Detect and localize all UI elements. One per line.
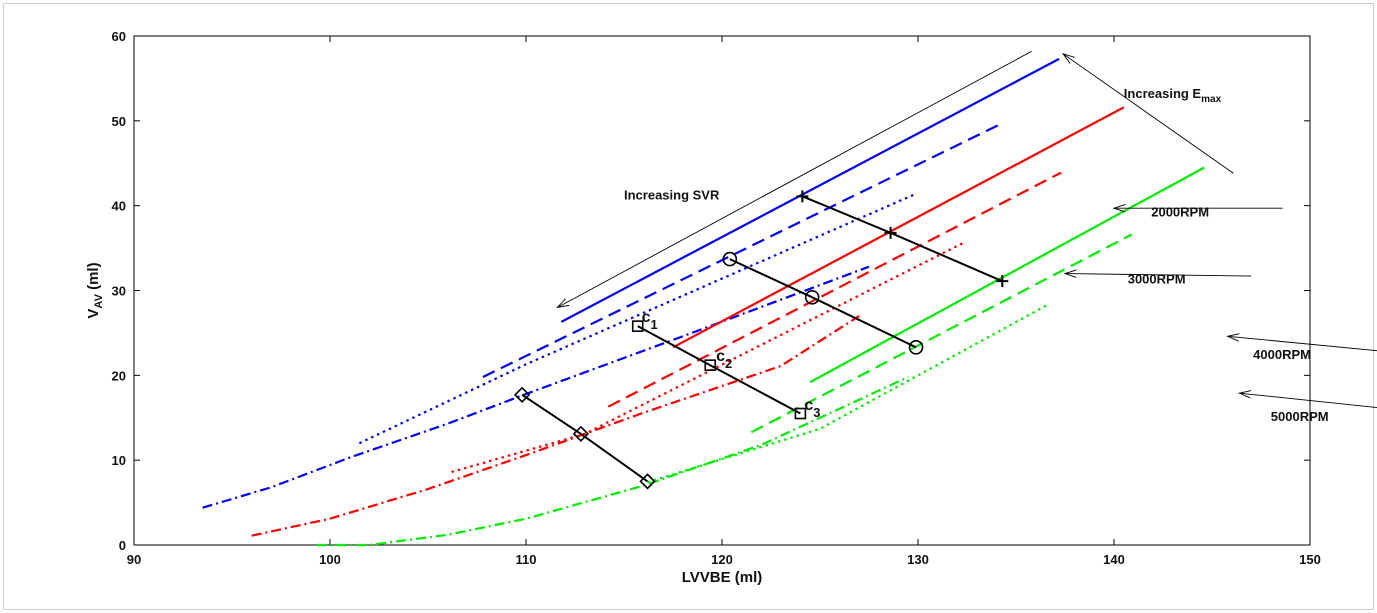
annotation-emax-main: Increasing E [1124, 86, 1202, 101]
axis-ticks: 90 100 110 120 130 140 150 0 10 20 30 40 50 60 [112, 29, 1321, 567]
series-red-dashed [607, 171, 1062, 408]
y-axis-label-main: V [85, 309, 102, 319]
square-marker [704, 359, 717, 371]
diamond-marker [572, 425, 590, 442]
y-tick-label: 50 [112, 114, 126, 129]
y-tick-label: 20 [112, 368, 126, 383]
series-green-dashed [750, 233, 1133, 434]
point-label-letter: c [642, 309, 651, 326]
point-label-c3: c3 [804, 397, 820, 420]
arrow-head [1112, 204, 1126, 213]
circle-marker [908, 340, 924, 355]
connector-square [637, 325, 801, 415]
x-tick-label: 150 [1299, 552, 1321, 567]
point-label-letter: c [804, 397, 813, 414]
circle-marker [722, 251, 738, 267]
point-label-c2: c2 [716, 348, 732, 371]
connector-diamond [521, 393, 649, 483]
arrow-head [556, 298, 570, 309]
plot-area [133, 35, 1311, 546]
y-tick-label: 0 [119, 538, 126, 553]
x-tick-label: 110 [516, 552, 537, 567]
y-tick-label: 40 [112, 199, 126, 214]
arrow-head [1226, 333, 1240, 342]
diamond-marker [513, 386, 531, 403]
x-tick-label: 120 [711, 552, 733, 567]
arrow-line [1239, 392, 1377, 408]
y-axis-label-unit: (ml) [85, 262, 102, 294]
point-label-subscript: 3 [813, 405, 820, 420]
series-red-solid [672, 106, 1125, 349]
arrow-line [557, 50, 1032, 308]
arrow-head [1238, 390, 1252, 399]
y-axis-label-subscript: AV [93, 293, 105, 308]
y-tick-label: 10 [112, 453, 126, 468]
chart-frame [3, 3, 1374, 610]
point-label-subscript: 1 [651, 317, 658, 332]
series-lines [202, 57, 1205, 547]
point-label-c1: c1 [642, 309, 658, 332]
data-markers [513, 190, 1009, 490]
x-axis-label: LVVBE (ml) [682, 569, 763, 586]
arrow-line [1064, 273, 1252, 277]
point-label-subscript: 2 [725, 356, 732, 371]
text-labels: LVVBE (ml) VAV (ml) Increasing SVR Incre… [85, 86, 1329, 586]
point-label-letter: c [716, 348, 725, 365]
x-tick-label: 100 [319, 552, 341, 567]
x-tick-label: 130 [907, 552, 929, 567]
y-tick-label: 30 [112, 284, 126, 299]
series-blue-dashed [482, 124, 999, 378]
square-marker [794, 407, 807, 420]
plus-marker [996, 275, 1009, 288]
x-tick-label: 90 [127, 552, 141, 567]
plus-marker [796, 190, 809, 203]
annotation-emax-subscript: max [1201, 94, 1221, 105]
series-blue-dotted [358, 193, 915, 445]
annotation-rpm-5000: 5000RPM [1271, 409, 1329, 424]
annotation-rpm-3000: 3000RPM [1128, 272, 1186, 287]
series-green-dotted [647, 303, 1048, 484]
diamond-marker [639, 473, 656, 490]
series-red-dashdot [251, 314, 860, 537]
plus-marker [884, 226, 897, 239]
annotation-increasing-svr: Increasing SVR [624, 188, 720, 203]
series-green-solid [809, 166, 1205, 384]
y-tick-label: 60 [112, 29, 126, 44]
square-marker [631, 320, 644, 332]
annotation-rpm-2000: 2000RPM [1151, 205, 1209, 220]
arrow-line [1062, 53, 1234, 174]
arrow-head [1063, 269, 1077, 278]
annotation-arrows [556, 50, 1377, 408]
y-axis-label: VAV (ml) [85, 262, 105, 318]
connector-circle [729, 258, 917, 349]
x-tick-label: 140 [1103, 552, 1125, 567]
marker-connectors [521, 195, 1003, 483]
arrow-head [1061, 52, 1075, 64]
annotation-increasing-emax: Increasing Emax [1124, 86, 1222, 105]
series-blue-solid [560, 57, 1060, 323]
arrow-line [1227, 335, 1377, 352]
circle-marker [804, 289, 820, 305]
annotation-rpm-4000: 4000RPM [1253, 347, 1311, 362]
